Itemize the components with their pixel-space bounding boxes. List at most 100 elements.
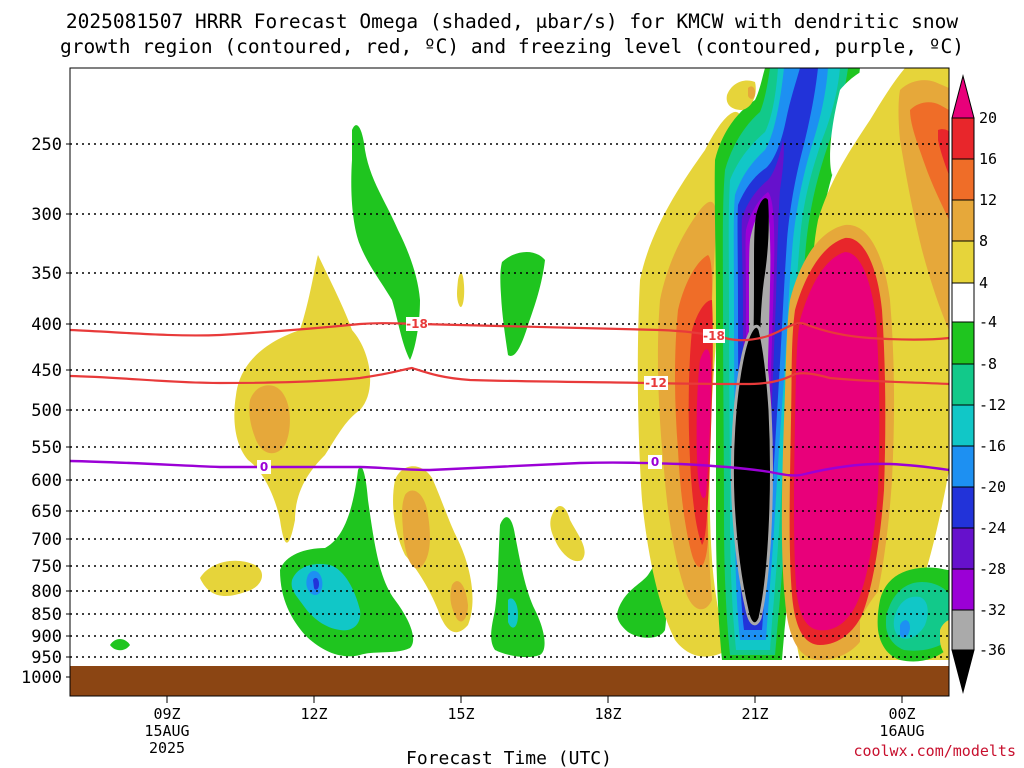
x-axis-title: Forecast Time (UTC) (406, 748, 612, 768)
omega-shade-blue-right (900, 620, 910, 638)
omega-shade-teal-mid (508, 598, 518, 628)
omega-shade-gray-outline-core (730, 324, 773, 626)
colorbar-swatch-16-20 (951, 117, 975, 160)
colorbar-swatch-minus24-minus28 (951, 527, 975, 570)
omega-shade-black-core-main (732, 326, 772, 624)
dgz-label-minus12-a: -12 (645, 376, 667, 390)
x-tick-label-21z: 21Z (741, 705, 768, 723)
dgz-label-bg-2 (644, 376, 668, 390)
dgz-label-bg-3 (703, 329, 725, 343)
colorbar-swatch-minus16-minus20 (951, 445, 975, 488)
site-credit: coolwx.com/modelts (853, 742, 1016, 760)
colorbar-swatch-12-16 (951, 158, 975, 201)
omega-shade-green-upper (351, 125, 420, 361)
colorbar-swatch-minus32-minus36 (951, 609, 975, 651)
colorbar-label-12: 12 (979, 191, 997, 209)
chart-title-line-1: 2025081507 HRRR Forecast Omega (shaded, … (66, 10, 958, 33)
pressure-gridlines (70, 143, 949, 658)
colorbar-label-minus20: -20 (979, 478, 1006, 496)
y-tick-label-850: 850 (31, 605, 62, 625)
omega-shade-green-right-small (617, 557, 667, 638)
omega-shade-magenta-post21 (794, 252, 880, 631)
colorbar-swatch-minus8-minus12 (951, 363, 975, 406)
omega-shade-navy-low-left (313, 577, 319, 590)
dgz-contour-minus18 (70, 322, 949, 342)
colorbar-label-4: 4 (979, 274, 988, 292)
omega-shade-yellow-narrow (457, 273, 465, 308)
x-tick-marks (166, 696, 903, 703)
y-tick-label-1000: 1000 (21, 668, 62, 688)
omega-shade-green-center (500, 251, 545, 356)
y-tick-label-450: 450 (31, 361, 62, 381)
y-tick-label-750: 750 (31, 557, 62, 577)
y-tick-label-600: 600 (31, 471, 62, 491)
omega-shade-orange-right-topsmall (748, 86, 756, 99)
x-tick-sub-15aug: 15AUG (144, 722, 189, 740)
fz-label-bg-1 (257, 460, 271, 474)
x-tick-sub-2025: 2025 (149, 739, 185, 757)
y-tick-label-250: 250 (31, 135, 62, 155)
colorbar-label-minus24: -24 (979, 519, 1006, 537)
colorbar-label-minus16: -16 (979, 437, 1006, 455)
colorbar-swatch-minus28-minus32 (951, 568, 975, 611)
y-tick-label-800: 800 (31, 582, 62, 602)
colorbar-label-20: 20 (979, 109, 997, 127)
omega-shade-green-mid (491, 517, 545, 658)
fz-label-0-a: 0 (260, 460, 268, 474)
y-tick-label-350: 350 (31, 264, 62, 284)
omega-shade-magenta-band-left (696, 349, 711, 499)
omega-shade-yellow-left-low (200, 560, 263, 597)
colorbar-swatch-4-8 (951, 240, 975, 284)
omega-shade-yellow-right-edge (940, 620, 949, 658)
colorbar-label-8: 8 (979, 232, 988, 250)
colorbar-swatch-minus20-minus24 (951, 486, 975, 529)
dgz-contours (70, 322, 949, 386)
colorbar-bottom-arrow (951, 649, 975, 694)
x-tick-label-00z: 00Z (888, 705, 915, 723)
freezing-level-line (70, 459, 949, 477)
x-tick-label-15z: 15Z (447, 705, 474, 723)
x-tick-label-09z: 09Z (153, 705, 180, 723)
colorbar-label-minus8: -8 (979, 355, 997, 373)
y-tick-marks (66, 143, 70, 678)
dgz-label-minus18-b: -18 (703, 329, 725, 343)
plot-area: -18 -12 -18 0 0 (69, 67, 950, 697)
omega-shade-orange-left (249, 385, 290, 454)
fz-label-0-b: 0 (651, 455, 659, 469)
y-tick-label-500: 500 (31, 401, 62, 421)
ground-layer (70, 666, 949, 696)
freezing-level-contour (70, 459, 949, 477)
y-tick-label-650: 650 (31, 502, 62, 522)
omega-shade-orange-mid (402, 490, 430, 569)
colorbar-top-arrow (951, 74, 975, 119)
omega-shade-yellow-small (550, 505, 585, 562)
x-tick-label-12z: 12Z (300, 705, 327, 723)
y-tick-label-400: 400 (31, 315, 62, 335)
x-tick-sub-16aug: 16AUG (879, 722, 924, 740)
colorbar: 20 16 12 8 4 -4 -8 -12 -16 -20 -24 -28 -… (951, 74, 1006, 694)
colorbar-swatch-minus4-minus8 (951, 321, 975, 365)
y-axis: 250 300 350 400 450 500 550 600 650 700 … (21, 135, 70, 688)
plot-border (69, 67, 950, 697)
chart-title-line-2: growth region (contoured, red, ºC) and f… (60, 35, 964, 58)
x-tick-label-18z: 18Z (594, 705, 621, 723)
dgz-label-bg-1 (406, 317, 428, 331)
omega-shade-green-low-left2 (110, 639, 130, 651)
fz-label-bg-2 (648, 455, 662, 469)
y-tick-label-550: 550 (31, 438, 62, 458)
colorbar-label-minus12: -12 (979, 396, 1006, 414)
y-tick-label-950: 950 (31, 648, 62, 668)
colorbar-label-minus4: -4 (979, 313, 997, 331)
omega-shade-red-right-top (938, 129, 949, 175)
y-tick-label-900: 900 (31, 627, 62, 647)
x-axis: 09Z 15AUG 2025 12Z 15Z 18Z 21Z 00Z 16AUG… (144, 696, 925, 768)
colorbar-swatch-white (951, 282, 975, 323)
colorbar-label-minus32: -32 (979, 601, 1006, 619)
omega-shade-white-gap-right (830, 68, 890, 175)
y-tick-label-700: 700 (31, 530, 62, 550)
y-tick-label-300: 300 (31, 205, 62, 225)
colorbar-label-minus36: -36 (979, 641, 1006, 659)
colorbar-swatch-8-12 (951, 199, 975, 242)
colorbar-swatch-minus12-minus16 (951, 404, 975, 447)
